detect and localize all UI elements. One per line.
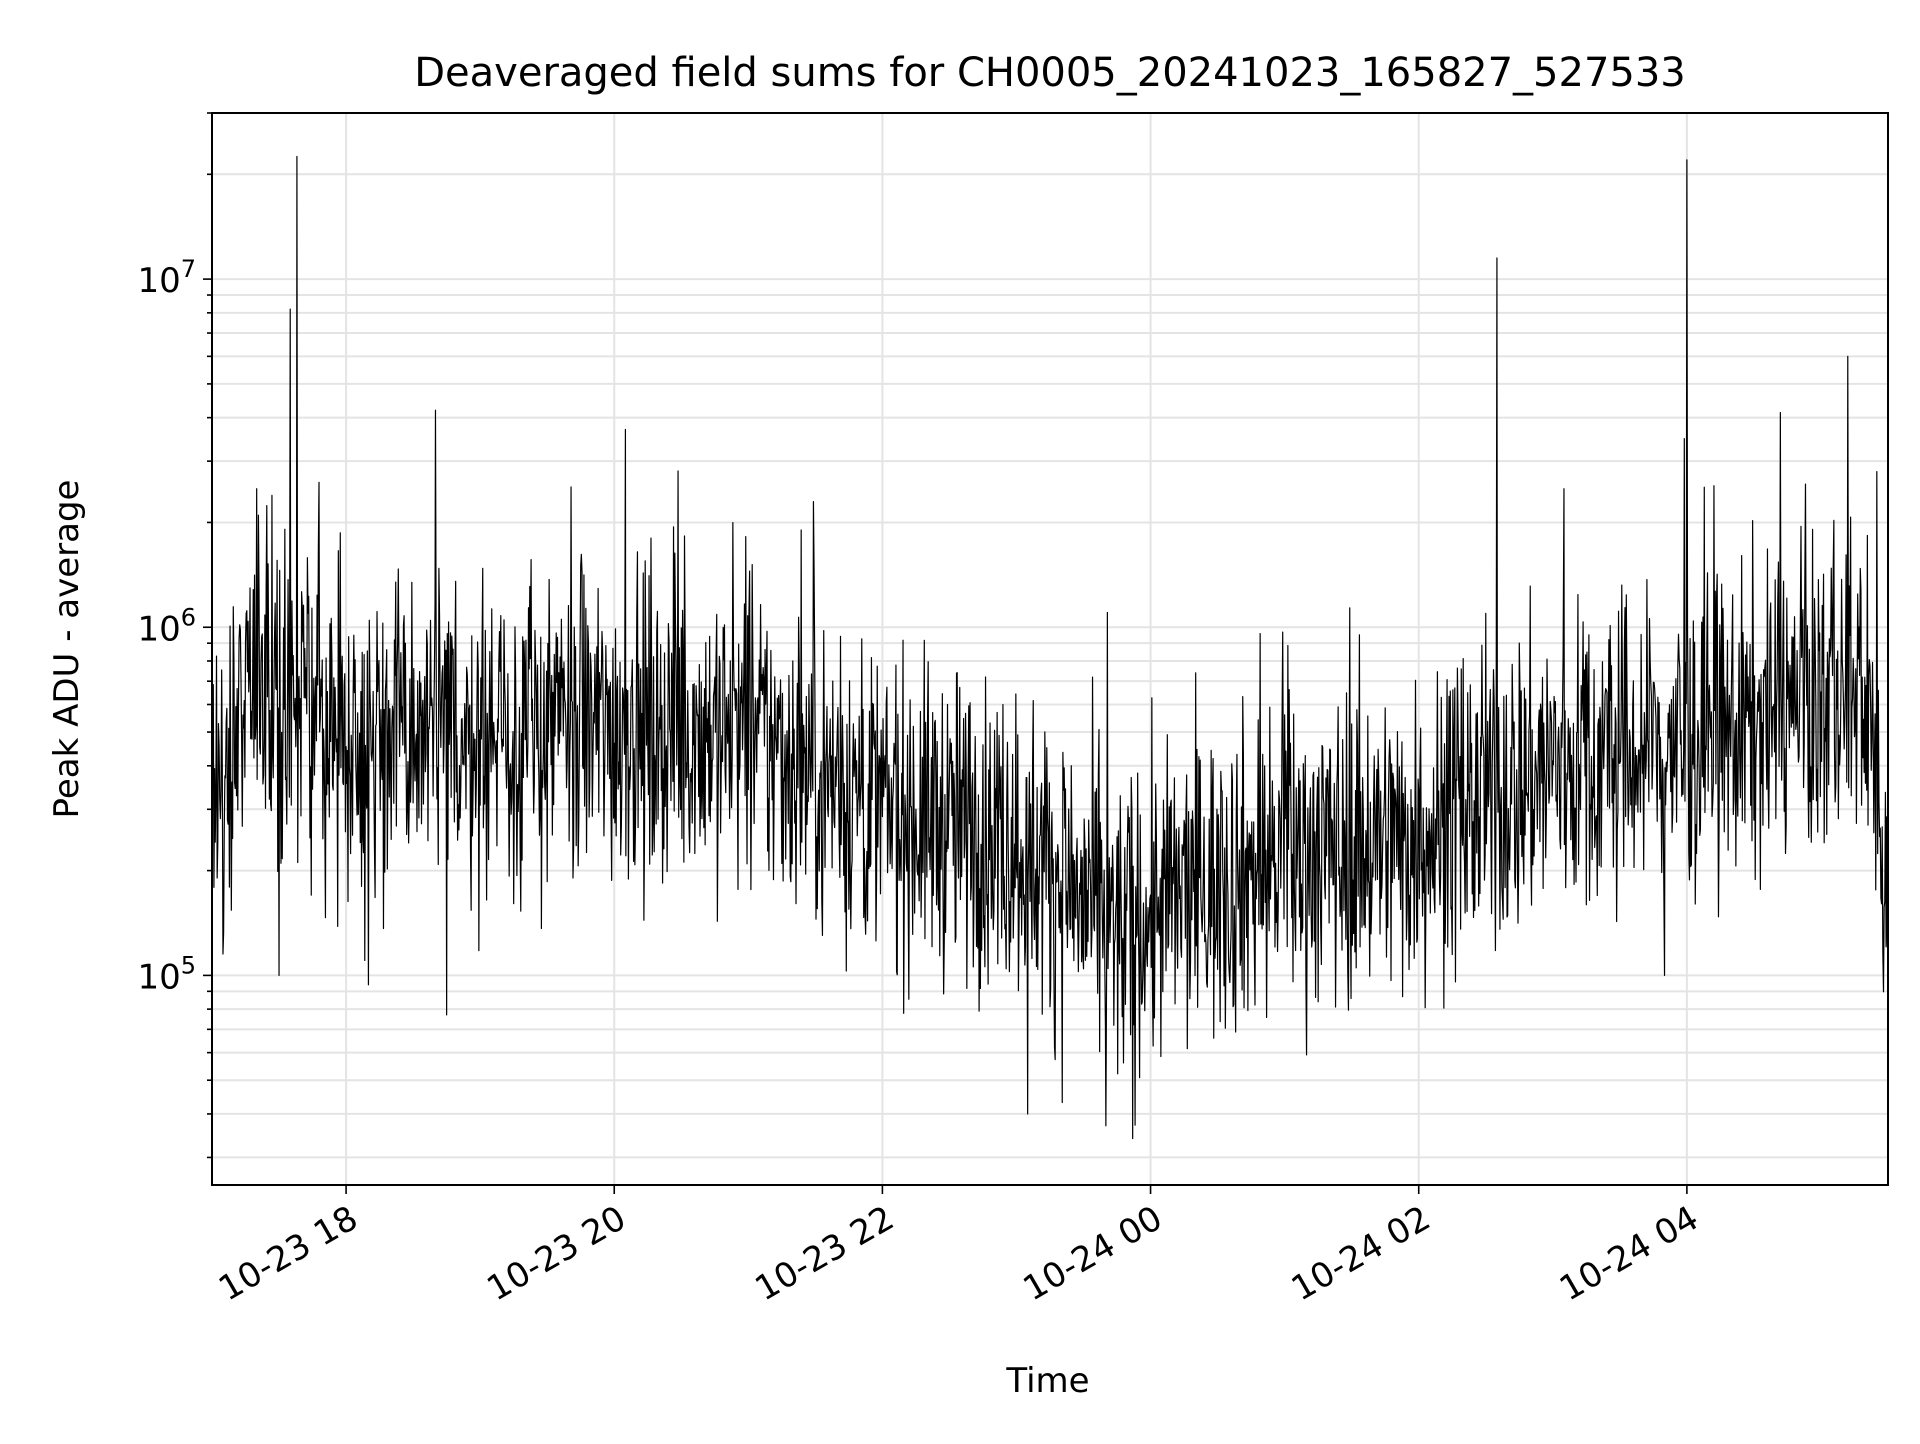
y-tick-label: 106 [137, 603, 196, 649]
series-layer [211, 155, 1889, 1140]
x-axis: 10-23 18 10-23 20 10-23 22 10-24 00 10-24 02… [212, 1185, 1705, 1309]
x-tick-label: 10-24 04 [1553, 1198, 1705, 1309]
y-axis: 105 106 107 [137, 112, 212, 1159]
x-tick-label: 10-24 00 [1017, 1198, 1169, 1309]
x-tick-label: 10-24 02 [1285, 1198, 1437, 1309]
y-tick-label: 105 [137, 951, 196, 997]
plot-frame [211, 112, 1889, 1186]
x-axis-label: Time [1005, 1361, 1089, 1401]
x-tick-label: 10-23 22 [749, 1198, 901, 1309]
series-line [211, 155, 1889, 1140]
y-axis-label: Peak ADU - average [47, 480, 87, 819]
y-tick-label: 107 [137, 255, 196, 301]
x-tick-label: 10-23 20 [480, 1198, 632, 1309]
chart-title: Deaveraged field sums for CH0005_2024102… [414, 50, 1686, 96]
grid-lines [212, 112, 1888, 1185]
x-tick-label: 10-23 18 [212, 1198, 364, 1309]
